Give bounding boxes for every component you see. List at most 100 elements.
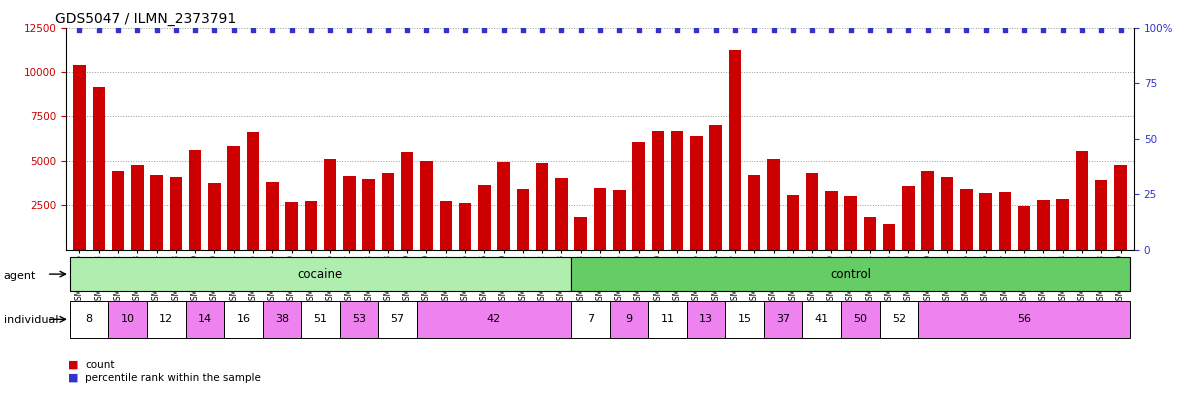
Bar	[845, 196, 857, 250]
Bar	[208, 183, 221, 250]
Bar	[1037, 200, 1050, 250]
Point	[880, 27, 899, 33]
Bar	[439, 201, 452, 250]
Bar	[918, 301, 1130, 338]
Bar	[343, 176, 355, 250]
Bar	[305, 201, 317, 250]
Point	[340, 27, 359, 33]
Point	[127, 27, 146, 33]
Point	[899, 27, 918, 33]
Point	[475, 27, 494, 33]
Text: 10: 10	[121, 314, 134, 324]
Point	[244, 27, 263, 33]
Point	[205, 27, 224, 33]
Bar	[767, 159, 780, 250]
Bar	[378, 301, 416, 338]
Point	[494, 27, 514, 33]
Text: control: control	[830, 268, 871, 281]
Bar	[1056, 199, 1069, 250]
Bar	[169, 177, 182, 250]
Point	[552, 27, 571, 33]
Bar	[998, 192, 1012, 250]
Text: agent: agent	[4, 271, 36, 281]
Text: 41: 41	[815, 314, 829, 324]
Bar	[362, 178, 374, 250]
Point	[784, 27, 803, 33]
Point	[667, 27, 686, 33]
Point	[860, 27, 880, 33]
Bar	[70, 257, 571, 291]
Bar	[864, 217, 876, 250]
Bar	[112, 171, 125, 250]
Bar	[247, 132, 259, 250]
Point	[320, 27, 340, 33]
Bar	[575, 217, 587, 250]
Bar	[841, 301, 880, 338]
Bar	[228, 146, 240, 250]
Text: percentile rank within the sample: percentile rank within the sample	[85, 373, 262, 383]
Bar	[186, 301, 224, 338]
Point	[301, 27, 320, 33]
Point	[629, 27, 648, 33]
Point	[976, 27, 995, 33]
Bar	[686, 301, 725, 338]
Point	[1033, 27, 1052, 33]
Text: cocaine: cocaine	[298, 268, 343, 281]
Point	[822, 27, 841, 33]
Bar	[979, 193, 992, 250]
Point	[764, 27, 784, 33]
Text: 52: 52	[892, 314, 906, 324]
Bar	[131, 165, 144, 250]
Text: ■: ■	[68, 373, 79, 383]
Text: 15: 15	[738, 314, 751, 324]
Point	[725, 27, 744, 33]
Point	[571, 27, 590, 33]
Point	[590, 27, 610, 33]
Point	[706, 27, 725, 33]
Point	[1092, 27, 1111, 33]
Point	[416, 27, 436, 33]
Bar	[960, 189, 972, 250]
Bar	[401, 152, 414, 250]
Text: 53: 53	[352, 314, 366, 324]
Bar	[632, 142, 644, 250]
Text: individual: individual	[4, 315, 58, 325]
Bar	[803, 301, 841, 338]
Text: 42: 42	[487, 314, 502, 324]
Point	[803, 27, 822, 33]
Text: 12: 12	[160, 314, 173, 324]
Point	[282, 27, 301, 33]
Bar	[748, 175, 761, 250]
Bar	[690, 136, 703, 250]
Bar	[536, 163, 548, 250]
Bar	[420, 161, 433, 250]
Point	[937, 27, 956, 33]
Bar	[92, 87, 106, 250]
Text: 8: 8	[85, 314, 92, 324]
Bar	[108, 301, 146, 338]
Point	[148, 27, 167, 33]
Bar	[786, 195, 799, 250]
Text: 16: 16	[236, 314, 251, 324]
Bar	[941, 177, 953, 250]
Bar	[70, 301, 108, 338]
Point	[514, 27, 533, 33]
Bar	[1094, 180, 1108, 250]
Text: GDS5047 / ILMN_2373791: GDS5047 / ILMN_2373791	[55, 13, 236, 26]
Bar	[613, 190, 625, 250]
Bar	[1115, 165, 1127, 250]
Bar	[880, 301, 918, 338]
Bar	[416, 301, 571, 338]
Bar	[340, 301, 378, 338]
Text: 7: 7	[587, 314, 594, 324]
Bar	[73, 65, 85, 250]
Bar	[497, 162, 510, 250]
Bar	[150, 175, 163, 250]
Point	[397, 27, 416, 33]
Bar	[324, 159, 336, 250]
Point	[533, 27, 552, 33]
Bar	[146, 301, 186, 338]
Point	[1111, 27, 1130, 33]
Text: 11: 11	[660, 314, 674, 324]
Text: count: count	[85, 360, 115, 370]
